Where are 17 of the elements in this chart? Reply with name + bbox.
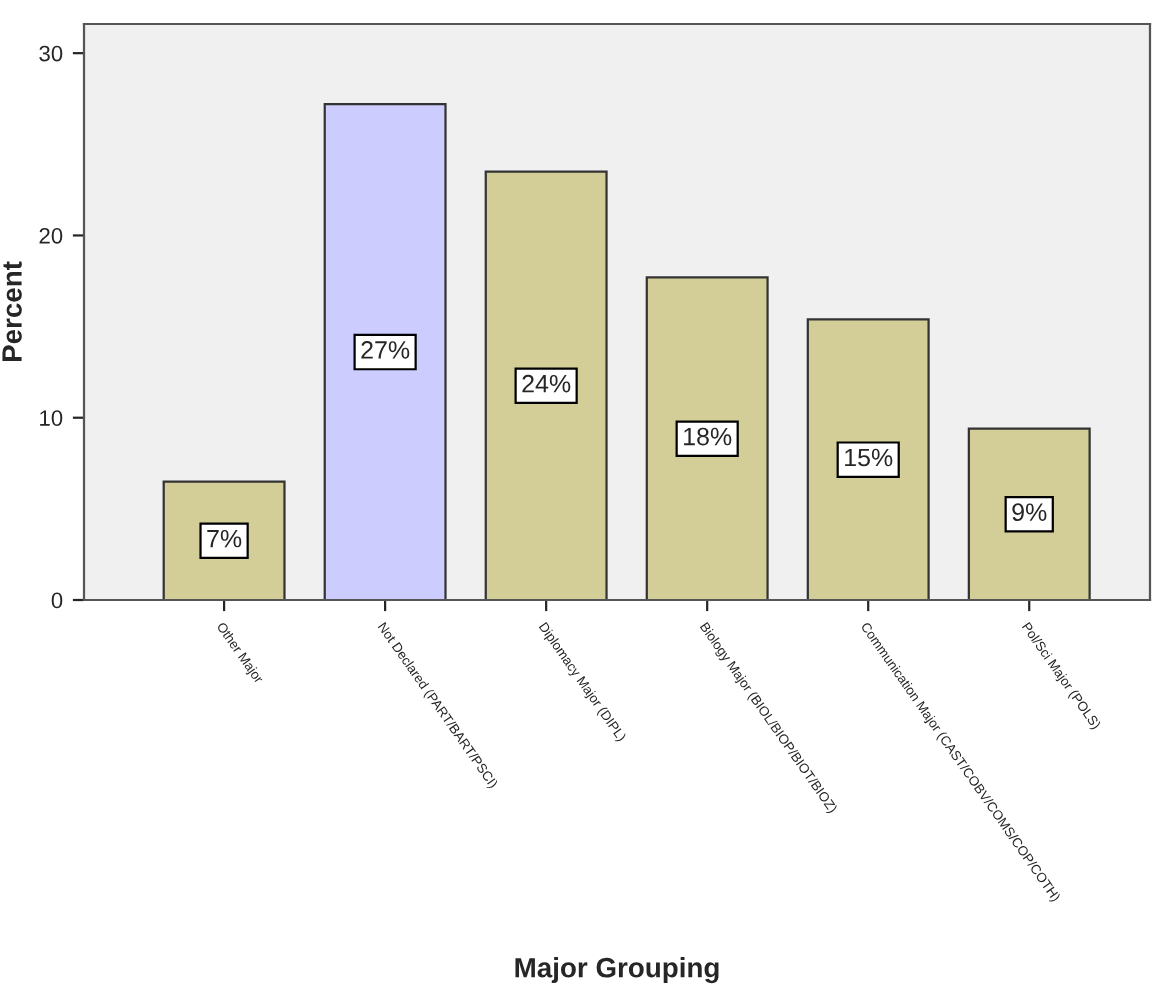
data-label: 18% xyxy=(684,427,732,446)
x-axis-title: Major Grouping xyxy=(515,957,719,984)
y-tick-label: 0 xyxy=(51,592,63,609)
data-label: 9% xyxy=(1012,503,1047,522)
data-label: 7% xyxy=(207,529,242,548)
bar xyxy=(806,318,930,600)
bar xyxy=(967,427,1091,600)
y-tick-label: 30 xyxy=(39,45,63,62)
bar xyxy=(645,276,769,600)
data-label: 27% xyxy=(361,341,410,359)
data-label: 15% xyxy=(845,448,893,467)
bar xyxy=(323,103,447,600)
data-label: 24% xyxy=(522,374,571,393)
y-tick-label: 10 xyxy=(40,410,63,426)
bar xyxy=(484,170,608,600)
y-axis-title: Percent xyxy=(2,261,22,362)
y-tick-label: 20 xyxy=(39,227,63,244)
